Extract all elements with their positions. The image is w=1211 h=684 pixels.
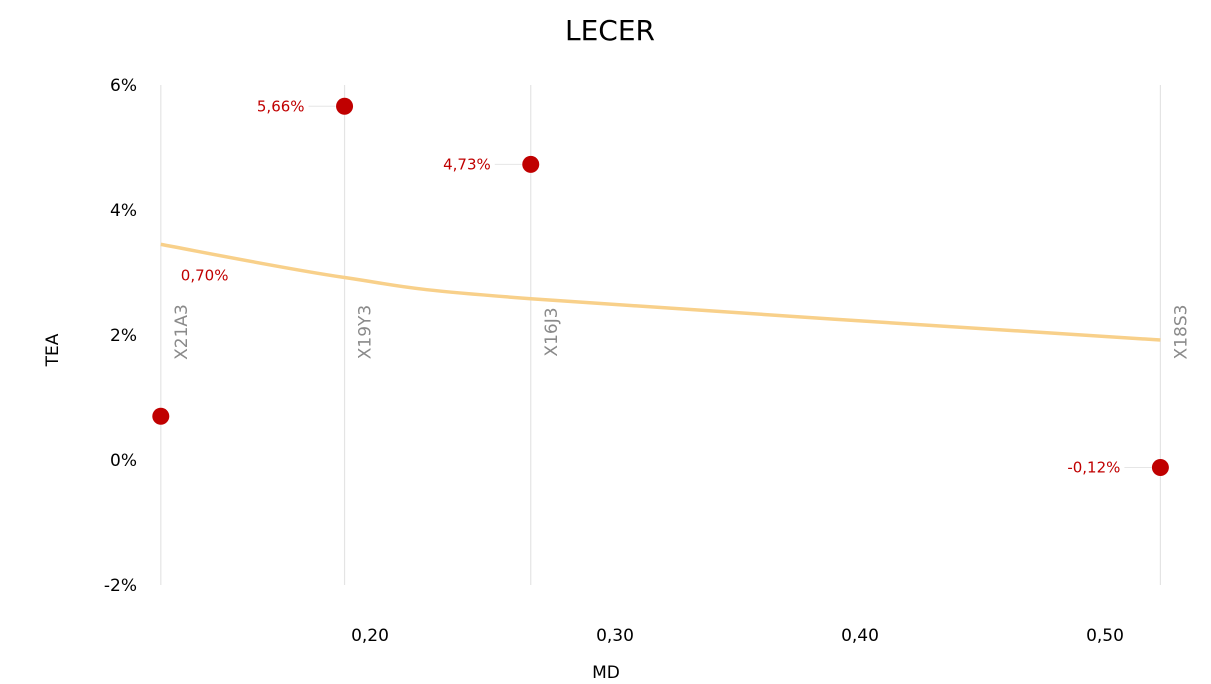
y-axis-title: TEA <box>43 333 63 367</box>
x-tick-label: 0,30 <box>596 626 634 646</box>
data-point <box>152 407 170 425</box>
data-point <box>1151 459 1169 476</box>
reference-line-label: X21A3 <box>172 304 192 360</box>
x-axis-title: MD <box>592 663 620 683</box>
reference-line-label: X18S3 <box>1171 305 1191 360</box>
y-tick-label: -2% <box>104 576 137 596</box>
reference-line-label: X16J3 <box>542 307 562 356</box>
data-point <box>522 155 540 173</box>
data-label: -0,12% <box>1067 459 1120 477</box>
x-axis-ticks: 0,20 0,30 0,40 0,50 <box>351 626 1124 646</box>
y-tick-label: 4% <box>110 201 137 221</box>
y-tick-label: 2% <box>110 326 137 346</box>
x-tick-label: 0,40 <box>841 626 879 646</box>
data-label: 0,70% <box>181 266 229 284</box>
chart-title: LECER <box>565 14 655 47</box>
y-axis-ticks: -2% 0% 2% 4% 6% <box>104 76 137 596</box>
trendline-group <box>160 242 1161 342</box>
x-tick-label: 0,50 <box>1086 626 1124 646</box>
data-point <box>336 97 354 115</box>
y-tick-label: 0% <box>110 451 137 471</box>
y-tick-label: 6% <box>110 76 137 96</box>
data-label: 5,66% <box>257 97 305 115</box>
trendline <box>160 242 1161 342</box>
reference-line-label: X19Y3 <box>356 305 376 359</box>
x-tick-label: 0,20 <box>351 626 389 646</box>
data-points: 0,70% 5,66% 4,73% -0,12% <box>152 97 1169 477</box>
reference-lines: X21A3 X19Y3 X16J3 X18S3 <box>160 85 1191 585</box>
data-label: 4,73% <box>443 155 491 173</box>
